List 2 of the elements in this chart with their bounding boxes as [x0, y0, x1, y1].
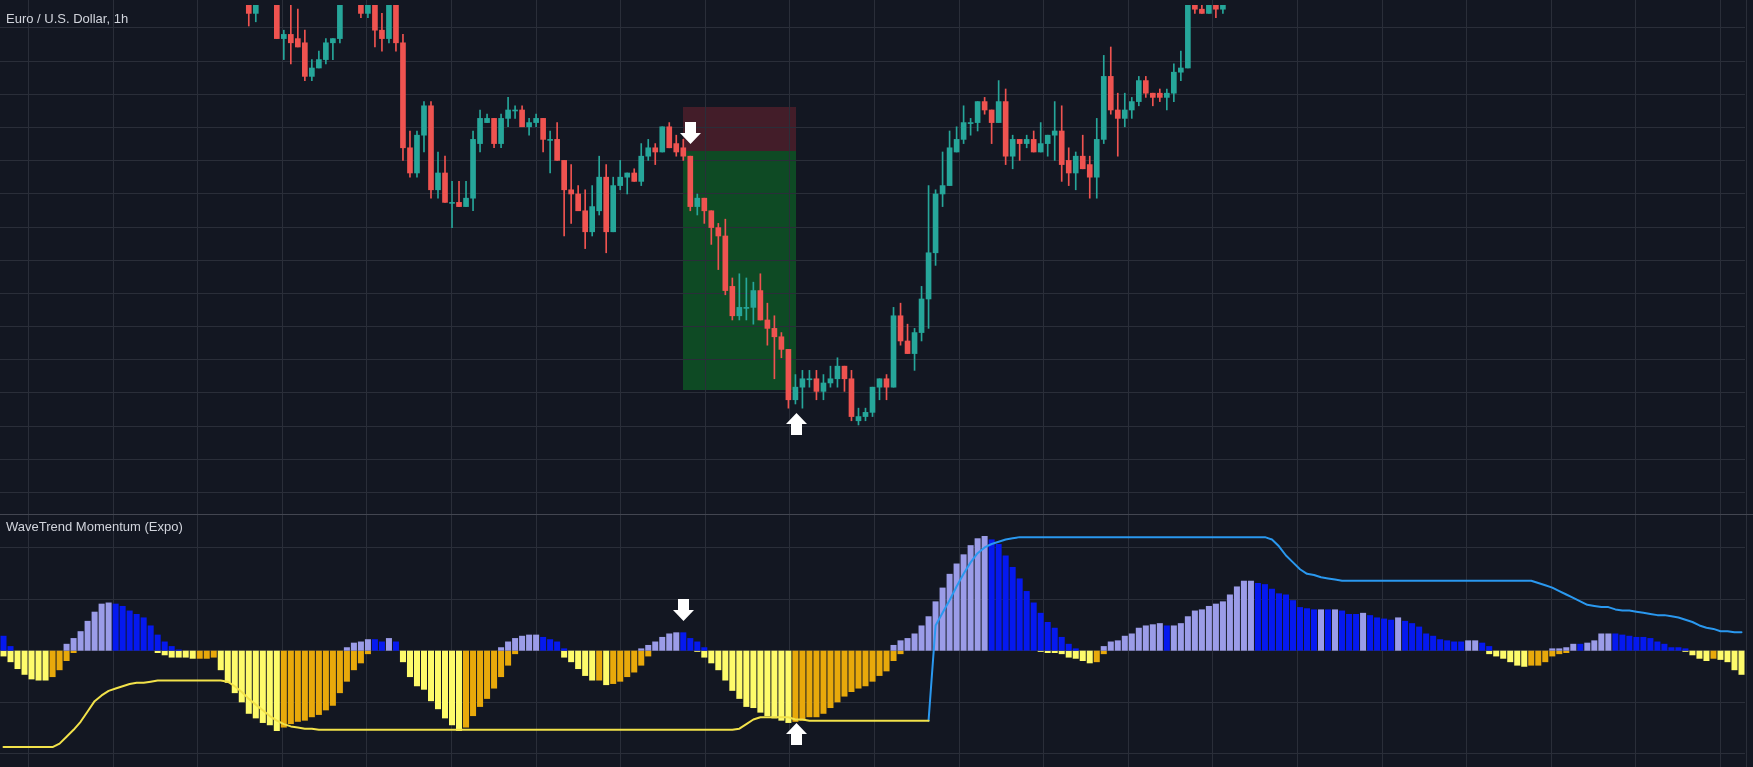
text: Euro / U.S. Dollar, 1h [6, 11, 129, 26]
chart-title: WaveTrend Momentum (Expo) [6, 519, 183, 534]
